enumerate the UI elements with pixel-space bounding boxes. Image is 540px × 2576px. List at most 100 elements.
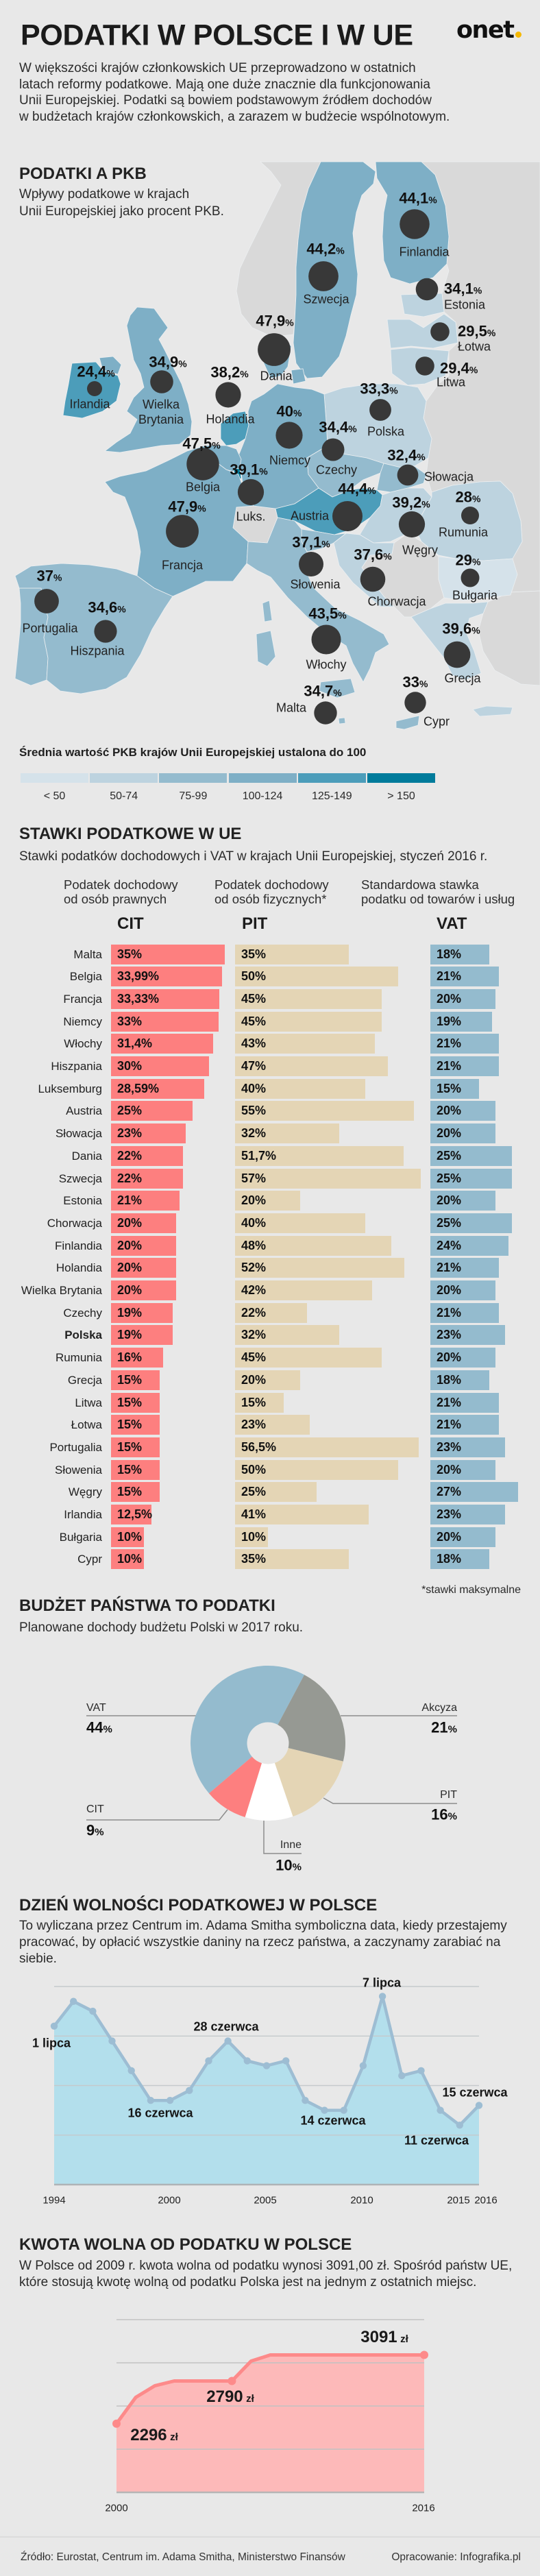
pit-bar: 23% (235, 1415, 310, 1435)
map-value-unit: % (472, 556, 481, 568)
bar-value-label: 21% (437, 1395, 462, 1409)
map-value-unit: % (197, 502, 206, 514)
cit-bar: 21% (111, 1191, 180, 1211)
bar-value-label: 10% (117, 1529, 143, 1544)
pie-slice-cit (208, 1756, 262, 1817)
country-shape-grecja (472, 705, 513, 717)
map-bubble-malta (314, 701, 337, 725)
bar-value-label: 56,5% (241, 1439, 277, 1454)
cit-bar: 35% (111, 944, 225, 964)
map-country-label: Włochy (306, 657, 347, 672)
bar-value-label: 57% (241, 1171, 267, 1185)
x-tick-label: 2000 (158, 2194, 181, 2207)
logo-dot-icon (515, 32, 522, 38)
map-value-unit: % (338, 609, 347, 621)
table-row: Włochy 31,4% 43% 21% (0, 1034, 540, 1054)
map-value-unit: % (469, 364, 478, 376)
section-title-rates: STAWKI PODATKOWE W UE (19, 825, 242, 844)
pie-slice-inne (245, 1762, 293, 1821)
bar-value-label: 10% (241, 1529, 267, 1544)
row-country-label: Polska (64, 1328, 102, 1342)
budget-donut-chart (86, 1666, 457, 1854)
vat-bar: 18% (430, 944, 489, 964)
table-row: Grecja 15% 20% 18% (0, 1370, 540, 1390)
bar-value-label: 20% (437, 1283, 462, 1297)
vat-bar: 21% (430, 967, 499, 987)
map-value-number: 43,5 (308, 605, 339, 622)
map-value-number: 28 (455, 488, 473, 506)
map-country-label: Holandia (206, 412, 255, 426)
vat-bar: 20% (430, 1280, 495, 1300)
cit-bar: 20% (111, 1235, 176, 1256)
bar-value-label: 21% (437, 1059, 462, 1073)
map-value-number: 34,9 (149, 353, 179, 371)
map-bubble-czechy (321, 438, 345, 461)
tax-free-area (116, 2355, 424, 2492)
x-tick-label: 1994 (42, 2194, 66, 2207)
map-value-unit: % (212, 439, 221, 451)
table-row: Bułgaria 10% 10% 20% (0, 1527, 540, 1547)
bar-value-label: 55% (241, 1104, 267, 1118)
bar-value-label: 50% (241, 1462, 267, 1477)
data-point-2013 (417, 2067, 425, 2074)
map-value-unit: % (487, 327, 496, 339)
legend-swatch (159, 773, 228, 783)
row-country-label: Czechy (63, 1306, 102, 1320)
bar-value-label: 23% (437, 1328, 462, 1342)
pit-bar: 50% (235, 1459, 398, 1480)
bar-value-label: 45% (241, 991, 267, 1006)
table-row: Słowenia 15% 50% 20% (0, 1459, 540, 1480)
cit-bar: 15% (111, 1482, 160, 1503)
map-value-unit: % (53, 572, 62, 583)
cit-bar: 33,99% (111, 967, 222, 987)
x-tick-label: 2000 (105, 2502, 128, 2514)
data-point-2002 (205, 2057, 212, 2065)
map-bubble-portugalia (34, 589, 59, 613)
map-value-number: 37 (36, 567, 54, 585)
column-header-vat: Standardowa stawka podatku od towarów i … (361, 877, 515, 906)
map-value-label: 40% (277, 402, 302, 420)
table-row: Polska 19% 32% 23% (0, 1325, 540, 1346)
map-value-number: 33 (402, 673, 420, 691)
date-annotation: 28 czerwca (193, 2019, 259, 2034)
bar-value-label: 35% (241, 947, 267, 961)
map-value-label: 39,1% (230, 461, 267, 478)
bar-value-label: 21% (437, 1305, 462, 1320)
amount-annotation: 2790 zł (206, 2387, 254, 2407)
bar-value-label: 12,5% (117, 1507, 153, 1521)
map-country-label: Węgry (402, 543, 439, 557)
cit-bar: 15% (111, 1415, 160, 1435)
cit-bar: 10% (111, 1549, 144, 1570)
section-title-tax-free: KWOTA WOLNA OD PODATKU W POLSCE (19, 2235, 352, 2255)
map-value-label: 33,3% (360, 380, 397, 397)
map-value-label: 44,1% (399, 189, 437, 206)
bar-value-label: 40% (241, 1081, 267, 1095)
country-shape-wlochy (319, 678, 356, 698)
bar-value-label: 15% (117, 1372, 143, 1387)
legend-swatch (297, 773, 366, 783)
legend-swatch (21, 773, 88, 783)
map-bubble-grecja (443, 641, 471, 668)
pie-slice-akcyza (278, 1675, 345, 1762)
map-value-label: 39,2% (392, 494, 430, 511)
cit-bar: 20% (111, 1280, 176, 1300)
bar-value-label: 22% (117, 1171, 143, 1185)
map-value-number: 47,9 (168, 498, 198, 515)
bar-value-label: 25% (241, 1485, 267, 1499)
cit-bar: 10% (111, 1527, 144, 1547)
pie-label-name: Inne (280, 1838, 302, 1851)
map-value-unit: % (473, 284, 482, 296)
pie-label-value: 16% (431, 1806, 457, 1823)
map-value-number: 38,2 (210, 363, 241, 381)
map-bubble-luks (237, 478, 265, 506)
table-row: Malta 35% 35% 18% (0, 944, 540, 964)
map-value-label: 34,6% (88, 598, 125, 616)
bar-value-label: 30% (117, 1059, 143, 1073)
bar-value-label: 20% (437, 1350, 462, 1365)
map-value-label: 29% (456, 551, 481, 568)
data-point-1997 (108, 2037, 116, 2045)
row-country-label: Belgia (69, 970, 102, 984)
vat-bar: 21% (430, 1415, 499, 1435)
pie-slice-vat (191, 1666, 305, 1794)
